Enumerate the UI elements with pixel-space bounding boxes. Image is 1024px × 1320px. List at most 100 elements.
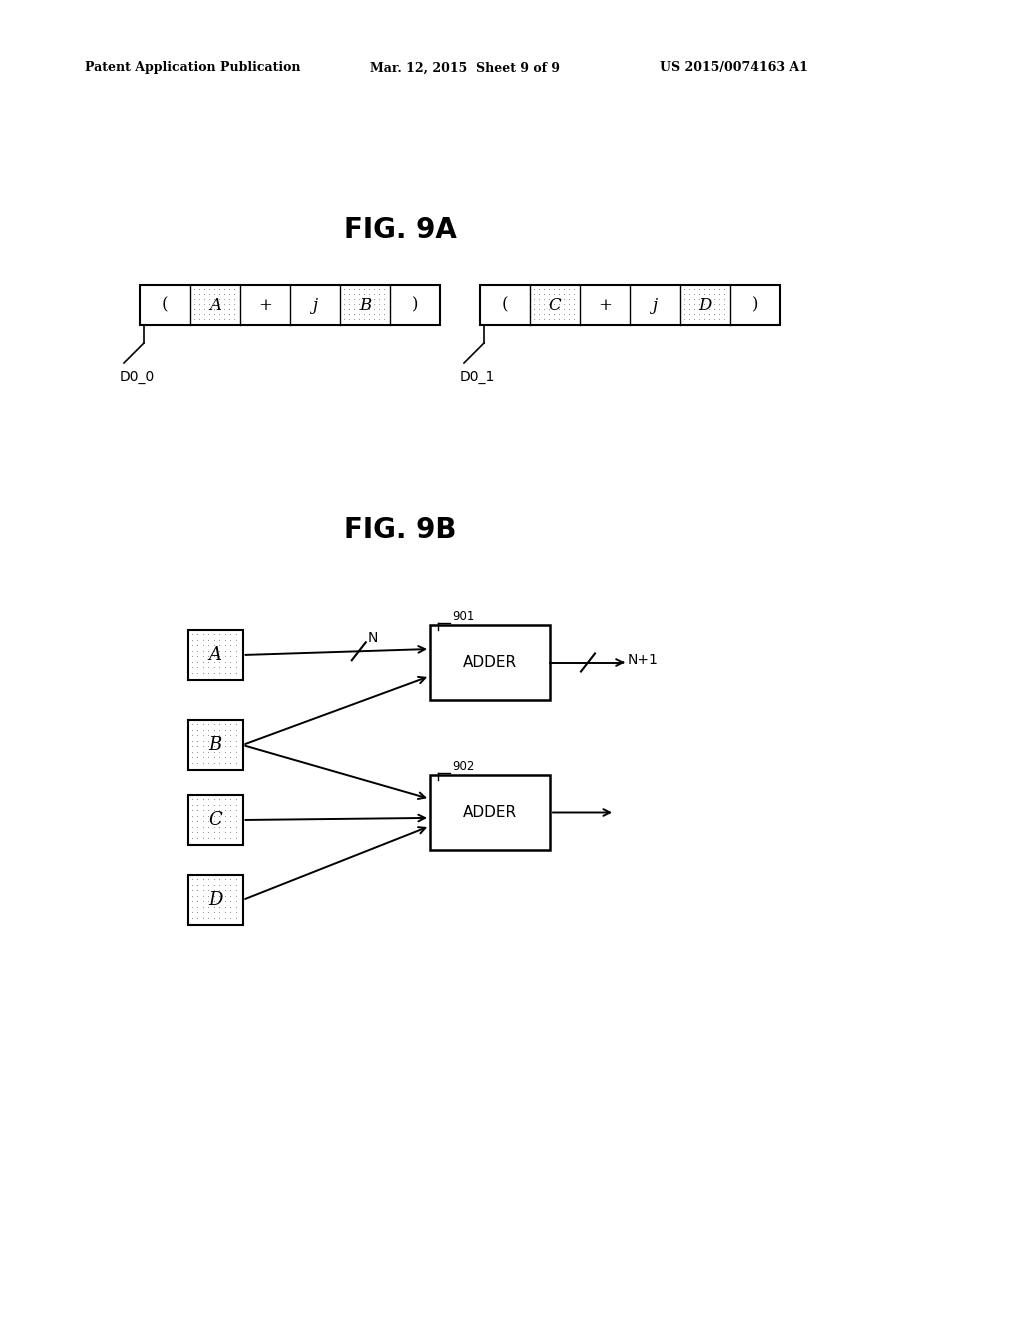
Point xyxy=(183,821,200,842)
Point xyxy=(566,304,583,325)
Point xyxy=(226,293,243,314)
Point xyxy=(686,279,702,300)
Point xyxy=(195,651,211,672)
Point xyxy=(676,289,692,310)
Point xyxy=(188,651,205,672)
Text: 901: 901 xyxy=(452,610,474,623)
Point xyxy=(211,896,227,917)
Point xyxy=(216,651,232,672)
Point xyxy=(185,279,202,300)
Point xyxy=(227,713,244,734)
Point xyxy=(351,293,368,314)
Point xyxy=(201,289,217,310)
Point xyxy=(541,304,557,325)
Point xyxy=(195,656,211,677)
Point xyxy=(351,298,368,319)
Text: FIG. 9B: FIG. 9B xyxy=(344,516,457,544)
Point xyxy=(355,309,372,330)
Point xyxy=(700,289,717,310)
Point xyxy=(216,661,232,682)
Point xyxy=(211,869,227,890)
Point xyxy=(525,279,542,300)
Bar xyxy=(140,285,440,325)
Point xyxy=(188,730,205,751)
Point xyxy=(351,304,368,325)
Point xyxy=(200,800,216,821)
Point xyxy=(222,810,239,832)
Point xyxy=(216,735,232,756)
Point xyxy=(205,752,221,774)
Point xyxy=(195,869,211,890)
Point xyxy=(216,640,232,661)
Point xyxy=(211,788,227,809)
Point xyxy=(227,896,244,917)
Point xyxy=(366,284,382,305)
Point xyxy=(336,284,352,305)
Point xyxy=(200,746,216,767)
Point xyxy=(206,284,222,305)
Point xyxy=(200,869,216,890)
Point xyxy=(201,293,217,314)
Point xyxy=(700,304,717,325)
Point xyxy=(216,821,232,842)
Point xyxy=(556,293,572,314)
Point xyxy=(716,279,732,300)
Point xyxy=(355,279,372,300)
Point xyxy=(216,752,232,774)
Point xyxy=(183,741,200,762)
Point xyxy=(226,304,243,325)
Point xyxy=(525,289,542,310)
Point xyxy=(216,713,232,734)
Point xyxy=(211,730,227,751)
Point xyxy=(676,298,692,319)
Point xyxy=(360,289,377,310)
Point xyxy=(216,874,232,895)
Bar xyxy=(187,875,243,925)
Point xyxy=(196,304,212,325)
Point xyxy=(222,884,239,906)
Point xyxy=(205,805,221,826)
Text: +: + xyxy=(258,297,272,314)
Point xyxy=(561,304,578,325)
Point xyxy=(201,309,217,330)
Point xyxy=(195,645,211,667)
Point xyxy=(200,788,216,809)
Point xyxy=(541,309,557,330)
Text: N+1: N+1 xyxy=(628,652,658,667)
Point xyxy=(185,293,202,314)
Point xyxy=(200,661,216,682)
Point xyxy=(188,735,205,756)
Point xyxy=(195,713,211,734)
Point xyxy=(211,752,227,774)
Point xyxy=(536,304,552,325)
Point xyxy=(222,869,239,890)
Point xyxy=(188,623,205,644)
Point xyxy=(205,874,221,895)
Text: B: B xyxy=(358,297,371,314)
Point xyxy=(706,309,722,330)
Point xyxy=(205,628,221,649)
Point xyxy=(205,661,221,682)
Point xyxy=(221,304,238,325)
Point xyxy=(183,719,200,741)
Point xyxy=(696,289,713,310)
Point xyxy=(200,907,216,928)
Point xyxy=(205,651,221,672)
Point xyxy=(216,309,232,330)
Point xyxy=(376,293,392,314)
Point xyxy=(227,793,244,814)
Point xyxy=(183,635,200,656)
Text: C: C xyxy=(208,810,222,829)
Point xyxy=(190,293,207,314)
Point xyxy=(371,284,387,305)
Point xyxy=(211,793,227,814)
Text: +: + xyxy=(598,297,612,314)
Point xyxy=(200,826,216,847)
Point xyxy=(183,640,200,661)
Point xyxy=(205,879,221,900)
Point xyxy=(188,656,205,677)
Point xyxy=(205,735,221,756)
Point xyxy=(226,289,243,310)
Point xyxy=(530,293,547,314)
Point xyxy=(200,793,216,814)
